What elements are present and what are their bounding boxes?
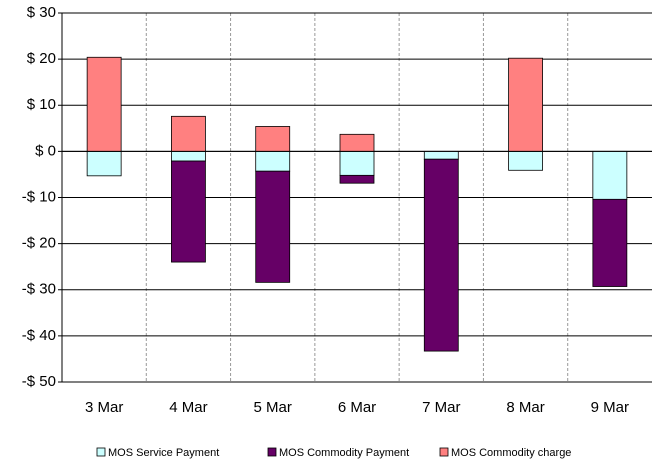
legend-label: MOS Commodity Payment xyxy=(279,447,409,459)
y-tick-label: $ 0 xyxy=(35,142,56,159)
bar-segment xyxy=(423,158,459,352)
legend-label: MOS Commodity charge xyxy=(451,447,571,459)
bar-segment xyxy=(86,56,122,152)
bar-segment xyxy=(339,133,375,152)
bar-segment xyxy=(86,150,122,177)
bar-segment xyxy=(171,160,206,263)
bar-segment xyxy=(171,115,206,152)
bar-segment xyxy=(508,150,543,171)
bar-segment xyxy=(423,150,459,160)
y-tick-label: -$ 40 xyxy=(22,327,56,344)
legend-swatch xyxy=(439,447,449,457)
bar-segment xyxy=(592,150,628,200)
x-tick-label: 3 Mar xyxy=(85,399,123,416)
y-tick-label: -$ 50 xyxy=(22,373,56,390)
x-tick-label: 7 Mar xyxy=(422,399,460,416)
x-tick-label: 9 Mar xyxy=(591,399,629,416)
bar-segment xyxy=(339,174,375,184)
x-tick-label: 8 Mar xyxy=(506,399,544,416)
bar-segment xyxy=(339,150,375,176)
legend-label: MOS Service Payment xyxy=(108,447,219,459)
legend-swatch xyxy=(96,447,106,457)
y-tick-label: -$ 10 xyxy=(22,188,56,205)
legend-swatch xyxy=(267,447,277,457)
bar-segment xyxy=(255,170,291,283)
bar-segment xyxy=(592,198,628,287)
y-tick-label: $ 20 xyxy=(27,50,56,67)
y-tick-label: -$ 20 xyxy=(22,235,56,252)
bar-segment xyxy=(508,57,543,152)
x-tick-label: 5 Mar xyxy=(254,399,292,416)
bar-segment xyxy=(171,150,206,162)
bar-segment xyxy=(255,126,291,152)
y-tick-label: $ 30 xyxy=(27,4,56,21)
y-tick-label: $ 10 xyxy=(27,96,56,113)
bar-segment xyxy=(255,150,291,172)
x-tick-label: 4 Mar xyxy=(169,399,207,416)
y-tick-label: -$ 30 xyxy=(22,281,56,298)
x-tick-label: 6 Mar xyxy=(338,399,376,416)
